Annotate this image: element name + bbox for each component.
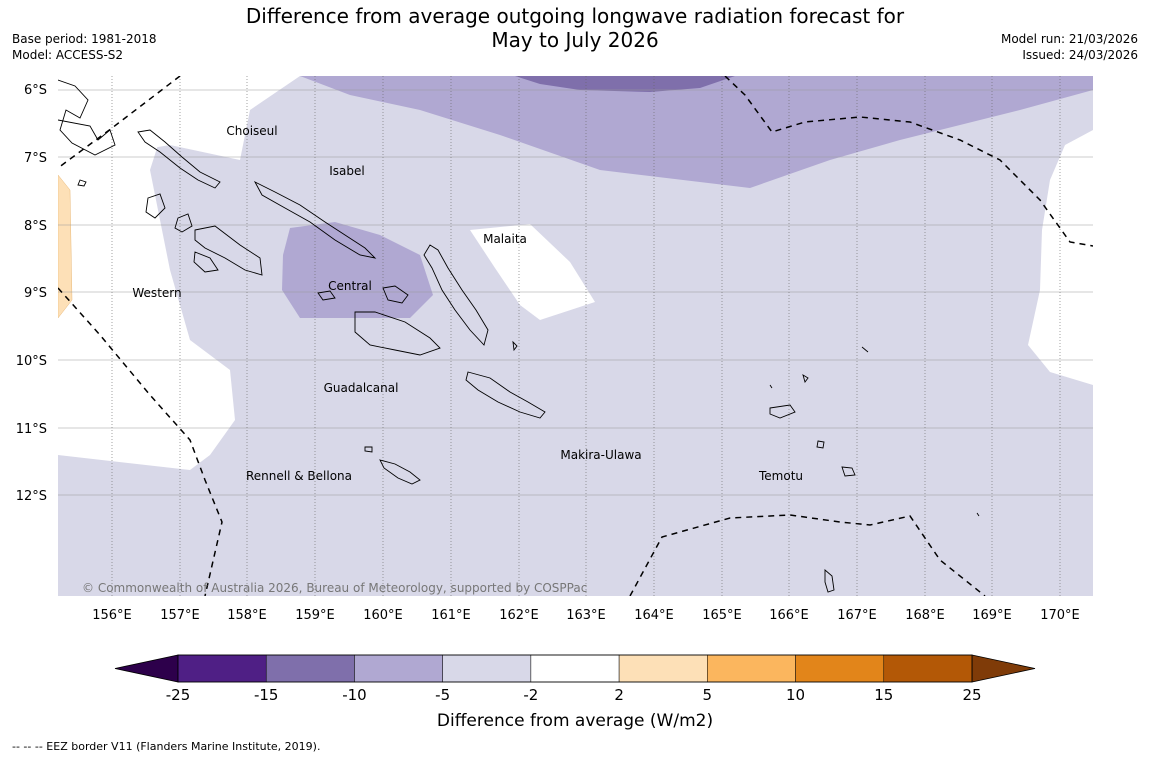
- lon-label: 162°E: [499, 608, 539, 623]
- colorbar-segment: [618, 654, 708, 683]
- eez-legend-note: -- -- -- EEZ border V11 (Flanders Marine…: [12, 740, 321, 753]
- lon-label: 168°E: [905, 608, 945, 623]
- colorbar-tick-label: 2: [614, 686, 624, 704]
- colorbar-segment: [354, 654, 443, 683]
- colorbar-frame: [177, 654, 973, 683]
- colorbar-tick-label: -2: [523, 686, 538, 704]
- colorbar-tick-label: 10: [786, 686, 805, 704]
- lon-label: 169°E: [972, 608, 1012, 623]
- eez-border: [58, 76, 1093, 596]
- lon-label: 164°E: [634, 608, 674, 623]
- base-period: Base period: 1981-2018: [12, 32, 157, 46]
- colorbar-tick-label: -25: [166, 686, 191, 704]
- latitude-labels: 6°S 7°S 8°S 9°S 10°S 11°S 12°S: [16, 83, 47, 504]
- lon-label: 165°E: [702, 608, 742, 623]
- colorbar-segment: [442, 654, 532, 683]
- lat-label: 8°S: [24, 219, 47, 234]
- place-label-temotu: Temotu: [758, 469, 803, 483]
- lon-label: 156°E: [92, 608, 132, 623]
- title-line-2: May to July 2026: [491, 28, 659, 52]
- olr-band-plus2-plus5-west: [58, 174, 73, 319]
- colorbar-tick-label: -10: [342, 686, 367, 704]
- coastlines: [58, 79, 980, 593]
- lon-label: 160°E: [363, 608, 403, 623]
- place-label-western: Western: [132, 286, 181, 300]
- place-label-central: Central: [328, 279, 372, 293]
- lat-label: 12°S: [16, 489, 47, 504]
- lon-label: 166°E: [769, 608, 809, 623]
- colorbar-tick-label: 25: [962, 686, 981, 704]
- lon-label: 159°E: [295, 608, 335, 623]
- lat-label: 6°S: [24, 83, 47, 98]
- olr-neutral-region-west: [58, 76, 235, 470]
- colorbar-ticks: -25 -15 -10 -5 -2 2 5 10 15 25: [166, 686, 982, 704]
- place-label-malaita: Malaita: [483, 232, 527, 246]
- copyright-text: © Commonwealth of Australia 2026, Bureau…: [82, 581, 587, 595]
- colorbar-tick-label: -15: [254, 686, 279, 704]
- model-name: Model: ACCESS-S2: [12, 48, 124, 62]
- lat-label: 9°S: [24, 286, 47, 301]
- colorbar-segment: [530, 654, 620, 683]
- colorbar-label: Difference from average (W/m2): [437, 711, 713, 731]
- lon-label: 161°E: [431, 608, 471, 623]
- place-label-makira-ulawa: Makira-Ulawa: [560, 448, 641, 462]
- colorbar-tick-label: 15: [874, 686, 893, 704]
- colorbar-segment: [265, 654, 355, 683]
- lon-label: 157°E: [160, 608, 200, 623]
- model-run: Model run: 21/03/2026: [1000, 32, 1138, 46]
- colorbar-tick-label: -5: [435, 686, 450, 704]
- lat-label: 10°S: [16, 354, 47, 369]
- place-label-guadalcanal: Guadalcanal: [324, 381, 399, 395]
- colorbar: -25 -15 -10 -5 -2 2 5 10 15 25 Difference from av…: [114, 654, 1036, 731]
- colorbar-segment: [177, 654, 267, 683]
- lon-label: 163°E: [566, 608, 606, 623]
- colorbar-over-arrow: [971, 654, 1036, 683]
- place-labels: Choiseul Isabel Malaita Central Western …: [132, 124, 803, 483]
- colorbar-segment: [883, 654, 973, 683]
- olr-band-minus15-minus10: [515, 76, 735, 92]
- olr-neutral-region-malaita: [470, 224, 595, 320]
- olr-band-minus10-minus5-central: [282, 222, 433, 318]
- place-label-choiseul: Choiseul: [226, 124, 277, 138]
- colorbar-tick-label: 5: [703, 686, 713, 704]
- colorbar-segments: [177, 654, 973, 683]
- lat-label: 7°S: [24, 151, 47, 166]
- place-label-rennell-bellona: Rennell & Bellona: [246, 469, 352, 483]
- olr-band-minus10-minus5-north: [300, 76, 1093, 188]
- issued-date: Issued: 24/03/2026: [1022, 48, 1138, 62]
- title-line-1: Difference from average outgoing longwav…: [245, 4, 905, 28]
- lat-label: 11°S: [16, 422, 47, 437]
- place-label-isabel: Isabel: [329, 164, 364, 178]
- latitude-gridlines: [58, 89, 1093, 496]
- olr-band-minus5-minus2: [58, 76, 1093, 596]
- colorbar-under-arrow: [114, 654, 179, 683]
- lon-label: 158°E: [227, 608, 267, 623]
- colorbar-segment: [795, 654, 885, 683]
- longitude-labels: 156°E 157°E 158°E 159°E 160°E 161°E 162°…: [92, 608, 1080, 623]
- lon-label: 170°E: [1040, 608, 1080, 623]
- lon-label: 167°E: [837, 608, 877, 623]
- map-panel: Choiseul Isabel Malaita Central Western …: [58, 76, 1093, 596]
- colorbar-segment: [707, 654, 796, 683]
- olr-neutral-region-east: [1028, 130, 1093, 385]
